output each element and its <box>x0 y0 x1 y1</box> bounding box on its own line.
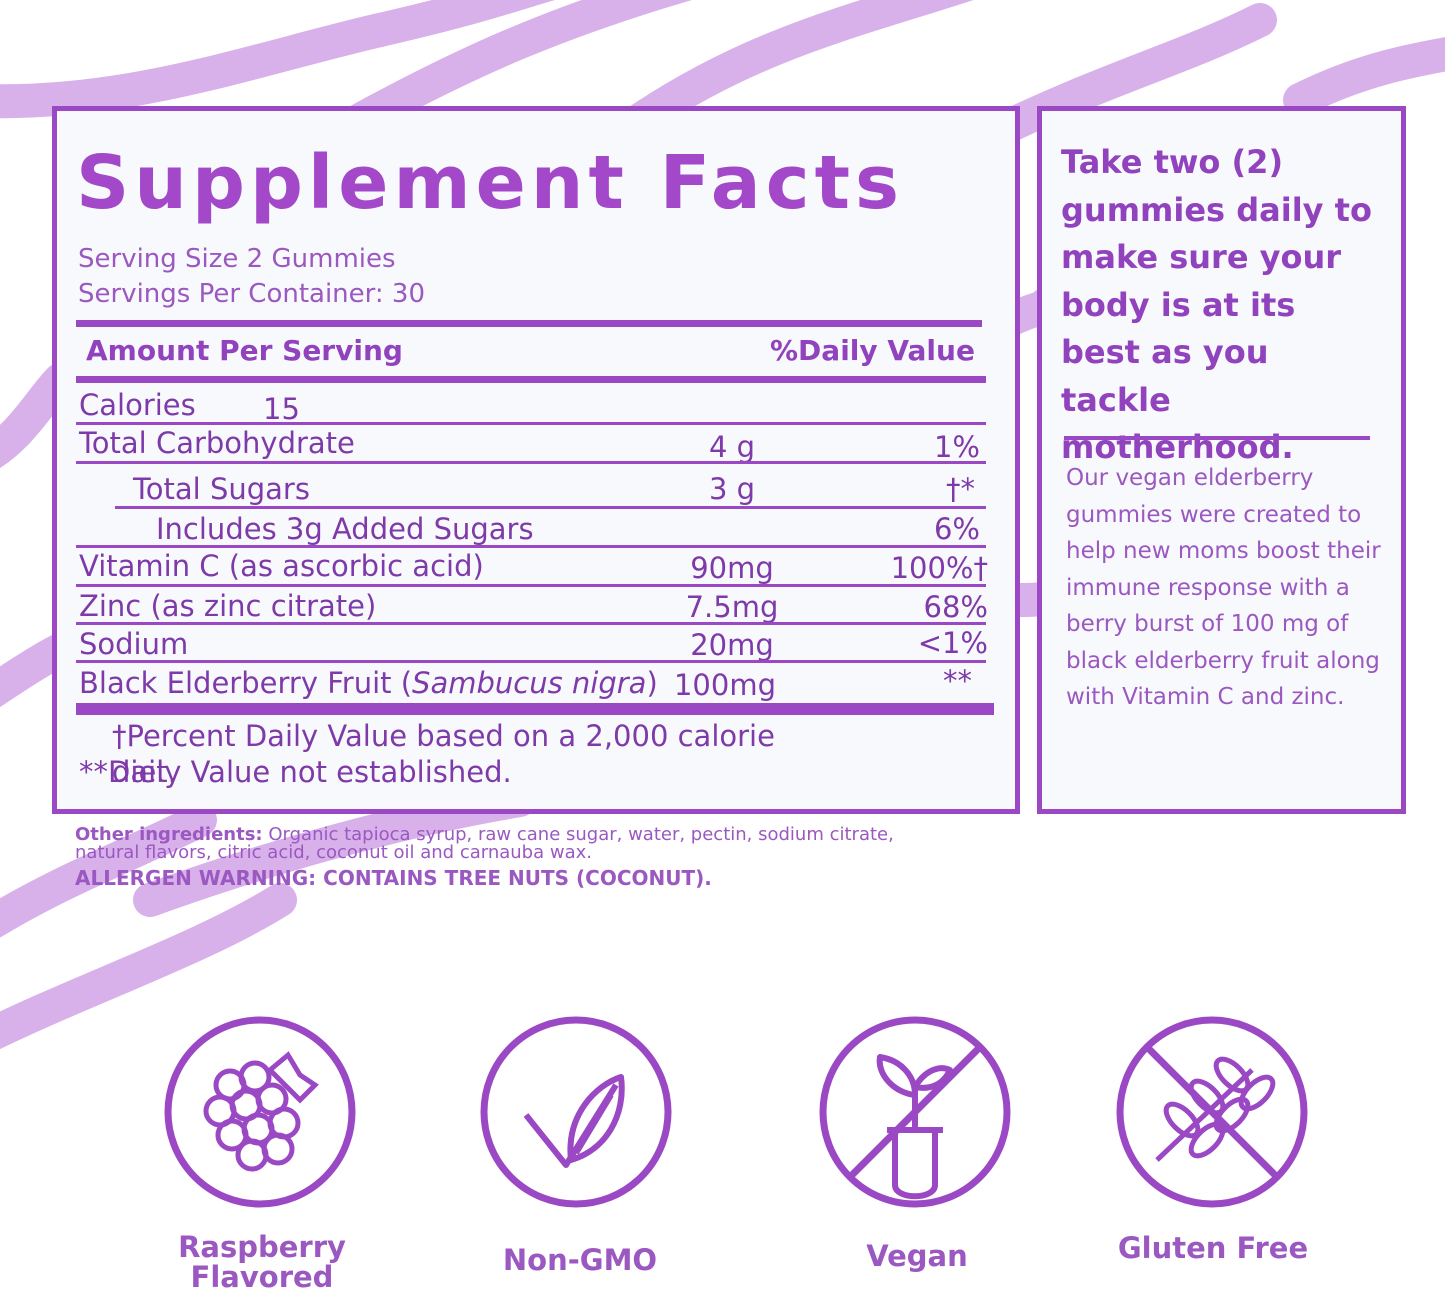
nutrient-name: Sodium <box>79 627 189 661</box>
nutrient-amount: 3 g <box>708 472 756 506</box>
side-body: Our vegan elderberry gummies were create… <box>1066 465 1381 710</box>
other-ingredients: Other ingredients: Organic tapioca syrup… <box>75 826 955 862</box>
nutrient-name: Zinc (as zinc citrate) <box>79 589 377 623</box>
badge-label: Gluten Free <box>1117 1231 1309 1265</box>
nutrient-name: Total Sugars <box>133 472 310 506</box>
nutrient-amount: 100mg <box>673 668 776 702</box>
daily-value: 6% <box>933 512 980 546</box>
vegan-icon <box>819 1016 1011 1208</box>
nutrient-amount: 4 g <box>708 430 756 464</box>
side-rule <box>1064 436 1370 440</box>
facts-title: Supplement Facts <box>76 140 905 226</box>
nutrient-name: Total Carbohydrate <box>79 426 355 460</box>
row-rule <box>76 422 986 425</box>
servings-per-container: Servings Per Container: 30 <box>78 279 426 309</box>
daily-value: †* <box>946 472 975 506</box>
daily-value-header: %Daily Value <box>770 334 975 367</box>
side-panel <box>1037 106 1406 814</box>
daily-value: <1% <box>917 626 988 660</box>
ingredients-text: Organic tapioca syrup, raw cane sugar, w… <box>75 824 894 863</box>
daily-value: 68% <box>923 590 988 624</box>
row-rule <box>76 461 986 464</box>
side-heading: Take two (2) gummies daily to make sure … <box>1061 143 1372 466</box>
ingredients-label: Other ingredients: <box>75 824 263 845</box>
nutrient-name: Vitamin C (as ascorbic acid) <box>79 549 484 583</box>
thick-rule <box>76 703 994 715</box>
thick-rule <box>76 376 986 383</box>
non-gmo-icon <box>480 1016 672 1208</box>
name-part: ) <box>646 666 658 700</box>
row-rule <box>76 584 986 587</box>
amount-header: Amount Per Serving <box>86 334 403 367</box>
nutrient-amount: 15 <box>263 392 300 426</box>
daily-value: 100%† <box>890 551 988 585</box>
daily-value: 1% <box>933 430 980 464</box>
name-part: Black Elderberry Fruit ( <box>79 666 413 700</box>
footnote: †Percent Daily Value based on a 2,000 ca… <box>112 719 775 789</box>
latin-name: Sambucus nigra <box>412 666 647 700</box>
nutrient-name: Calories <box>79 388 196 422</box>
nutrient-amount: 90mg <box>690 551 774 585</box>
badge-label: Vegan <box>866 1239 968 1273</box>
facts-panel <box>52 106 1020 814</box>
raspberry-icon <box>164 1016 356 1208</box>
row-rule <box>115 506 986 509</box>
daily-value: ** <box>943 664 972 698</box>
nutrient-name: Includes 3g Added Sugars <box>156 512 534 546</box>
row-rule <box>76 622 986 625</box>
allergen-warning: ALLERGEN WARNING: CONTAINS TREE NUTS (CO… <box>75 866 712 890</box>
row-rule <box>76 545 986 548</box>
nutrient-amount: 20mg <box>690 628 774 662</box>
nutrient-name: Black Elderberry Fruit (Sambucus nigra) <box>79 666 658 700</box>
badge-label: Non-GMO <box>502 1243 658 1277</box>
gluten-free-icon <box>1116 1016 1308 1208</box>
badge-label: Raspberry Flavored <box>178 1230 346 1294</box>
row-rule <box>76 660 986 663</box>
serving-size: Serving Size 2 Gummies <box>78 244 396 274</box>
footnote: **Daily Value not established. <box>79 755 512 789</box>
nutrient-amount: 7.5mg <box>685 590 779 624</box>
thick-rule <box>76 320 982 327</box>
